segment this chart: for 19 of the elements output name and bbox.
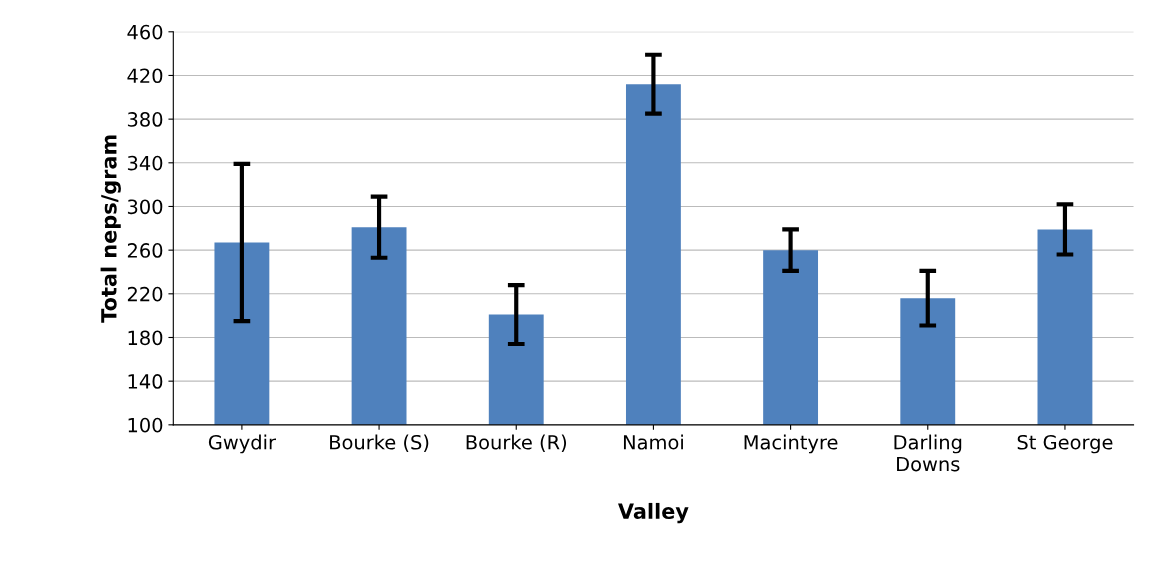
y-tick-label: 420 — [127, 68, 163, 84]
y-tick-label: 260 — [127, 243, 163, 258]
x-tick-label: Macintyre — [744, 434, 838, 454]
y-tick-label: 300 — [127, 199, 163, 215]
y-tick-label: 460 — [127, 24, 163, 40]
x-tick-label: Gwydir — [208, 434, 276, 454]
y-axis-title: Total neps/gram — [100, 135, 121, 323]
x-tick-label: Darling Downs — [894, 434, 962, 472]
y-tick-label: 140 — [128, 374, 163, 389]
x-tick-label: Bourke (S) — [330, 434, 429, 452]
x-tick-label: Namoi — [623, 434, 683, 450]
x-tick-label: Bourke (R) — [466, 434, 567, 452]
y-tick-label: 100 — [128, 417, 163, 433]
y-tick-label: 180 — [128, 330, 163, 346]
x-tick-label: St George — [1017, 434, 1113, 454]
y-tick-label: 220 — [127, 286, 163, 302]
y-tick-label: 340 — [127, 155, 163, 171]
y-tick-label: 380 — [127, 112, 163, 127]
x-axis-title: Valley — [618, 502, 689, 524]
